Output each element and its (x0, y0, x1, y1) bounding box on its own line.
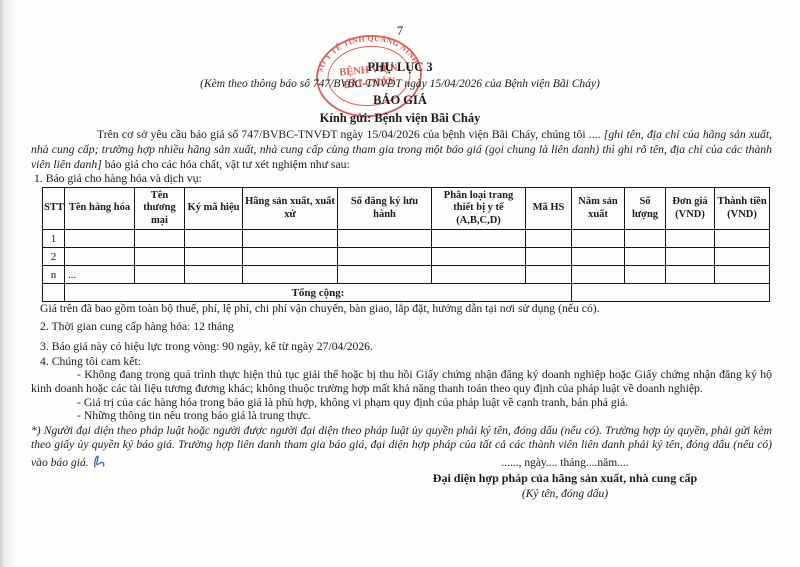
col-don-gia: Đơn giá (VND) (665, 186, 715, 231)
page-number: 7 (396, 24, 404, 38)
section-1-heading: 1. Báo giá cho hàng hóa và dịch vụ: (34, 172, 202, 185)
sign-instruction: (Ký tên, đóng dấu) (521, 488, 609, 500)
recipient-line: Kính gửi: Bệnh viện Bãi Cháy (319, 111, 481, 125)
row-index: 1 (42, 229, 65, 249)
table-row: n ... (42, 265, 770, 285)
price-inclusion-note: Giá trên đã bao gồm toàn bộ thuế, phí, l… (40, 302, 600, 315)
signer-title: Đại diện hợp pháp của hãng sản xuất, nhà… (432, 471, 698, 485)
reference-line: (Kèm theo thông báo số 747/BVBC-TNVĐT ng… (200, 78, 600, 90)
col-ky-ma-hieu: Ký mã hiệu (184, 186, 243, 231)
footnote-text: *) Người đại diện theo pháp luật hoặc ng… (31, 424, 772, 469)
col-nam-san-xuat: Năm sản xuất (571, 186, 625, 231)
pen-initial-mark (93, 455, 105, 468)
quotation-table: STT Tên hàng hóa Tên thương mại Ký mã hi… (42, 186, 770, 303)
commitment-item: - Giá trị của các hàng hóa trong báo giá… (77, 396, 629, 409)
total-label: Tổng cộng: (64, 283, 572, 303)
validity-note: 3. Báo giá này có hiệu lực trong vòng: 9… (40, 340, 373, 353)
intro-paragraph: Trên cơ sở yêu cầu báo giá số 747/BVBC-T… (31, 127, 772, 173)
cell: ... (64, 265, 135, 285)
table-row: 2 (42, 247, 770, 267)
intro-bracket-note: [ghi tên, địa chỉ của hãng sản xuất, nhà… (31, 128, 772, 172)
footnote: *) Người đại diện theo pháp luật hoặc ng… (31, 424, 772, 470)
col-hang-san-xuat: Hãng sản xuất, xuất xứ (242, 186, 338, 231)
scan-edge-shadow (0, 0, 14, 567)
delivery-time-note: 2. Thời gian cung cấp hàng hóa: 12 tháng (40, 320, 234, 333)
table-header-row: STT Tên hàng hóa Tên thương mại Ký mã hi… (42, 186, 770, 231)
hospital-stamp-icon: SỞ Y TẾ TỈNH QUẢNG NINH BỆNH VIỆN BÃI CH… (313, 29, 422, 118)
stamp-outer-ring (316, 34, 422, 118)
col-thanh-tien: Thành tiền (VND) (714, 186, 770, 231)
row-index: n (42, 265, 65, 285)
col-ten-thuong-mai: Tên thương mại (134, 186, 185, 231)
col-ma-hs: Mã HS (525, 186, 572, 231)
table-row: 1 (42, 229, 770, 249)
document-title: BÁO GIÁ (373, 93, 427, 107)
cell (64, 247, 135, 267)
col-stt: STT (42, 186, 65, 231)
intro-tail: báo giá cho các hóa chất, vật tư xét ngh… (101, 158, 350, 172)
col-ten-hang-hoa: Tên hàng hóa (64, 186, 135, 231)
commitment-item: - Những thông tin nêu trong báo giá là t… (77, 409, 311, 422)
document-header: PHỤ LỤC 3 (Kèm theo thông báo số 747/BVB… (0, 60, 800, 126)
col-so-dang-ky: Số đăng ký lưu hành (337, 186, 432, 231)
total-row: Tổng cộng: (42, 283, 770, 303)
stamp-center-line2: BÃI CHÁY (343, 75, 396, 92)
intro-lead: Trên cơ sở yêu cầu báo giá số 747/BVBC-T… (97, 128, 604, 141)
commitment-heading: 4. Chúng tôi cam kết: (40, 355, 141, 368)
signature-block: ......, ngày.... tháng....năm.... Đại di… (355, 457, 775, 500)
commitment-item: - Không đang trong quá trình thực hiện t… (31, 368, 772, 396)
cell (64, 229, 135, 249)
appendix-title: PHỤ LỤC 3 (367, 60, 433, 74)
row-index: 2 (42, 247, 65, 267)
stamp-inner-ring (327, 45, 411, 107)
total-amount-cell (571, 283, 770, 303)
col-so-luong: Số lượng (624, 186, 666, 231)
col-phan-loai: Phân loại trang thiết bị y tế (A,B,C,D) (431, 186, 526, 231)
date-line: ......, ngày.... tháng....năm.... (501, 457, 629, 469)
